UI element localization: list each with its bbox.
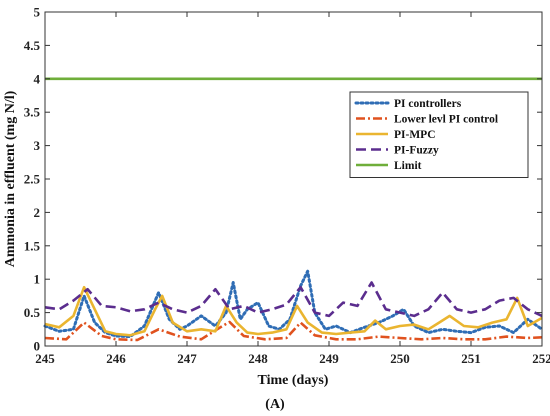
x-tick-label-0: 245	[35, 351, 55, 366]
y-tick-label-9: 4.5	[24, 38, 41, 53]
plot-area	[45, 12, 542, 346]
x-tick-label-4: 249	[319, 351, 339, 366]
y-tick-label-6: 3	[34, 138, 41, 153]
legend-label-2: PI-MPC	[394, 129, 436, 141]
x-tick-label-5: 250	[390, 351, 410, 366]
x-tick-label-2: 247	[177, 351, 197, 366]
x-tick-label-1: 246	[106, 351, 126, 366]
y-tick-label-10: 5	[34, 5, 41, 20]
y-tick-label-8: 4	[34, 71, 41, 86]
legend-label-4: Limit	[394, 160, 422, 172]
panel-label: (A)	[265, 397, 285, 412]
x-tick-label-7: 252	[532, 351, 550, 366]
series-line-2	[44, 285, 543, 337]
y-tick-label-1: 0.5	[24, 305, 41, 320]
y-tick-label-2: 1	[34, 272, 41, 287]
y-tick-label-3: 1.5	[24, 238, 41, 253]
y-tick-label-5: 2.5	[24, 172, 41, 187]
x-axis-label: Time (days)	[258, 373, 329, 388]
legend-label-0: PI controllers	[394, 98, 462, 110]
y-tick-label-0: 0	[34, 339, 41, 354]
y-tick-label-7: 3.5	[24, 105, 41, 120]
series-line-3	[44, 281, 543, 318]
x-tick-label-3: 248	[248, 351, 268, 366]
series-layer	[43, 77, 544, 342]
y-tick-label-4: 2	[34, 205, 41, 220]
x-tick-label-6: 251	[461, 351, 481, 366]
ticks-layer: 245 246 247 248 249 250 251 252 0 0.5 1 1.5 2 2.5 3 3.5…	[24, 5, 550, 367]
legend-label-3: PI-Fuzzy	[394, 145, 439, 157]
legend: PI controllers Lower levl PI control PI-MP…	[349, 91, 529, 178]
y-axis-label: Ammonia in effluent (mg N/l)	[3, 90, 18, 267]
legend-label-1: Lower levl PI control	[394, 114, 498, 126]
series-line-0	[43, 269, 544, 339]
series-line-1	[44, 320, 543, 342]
